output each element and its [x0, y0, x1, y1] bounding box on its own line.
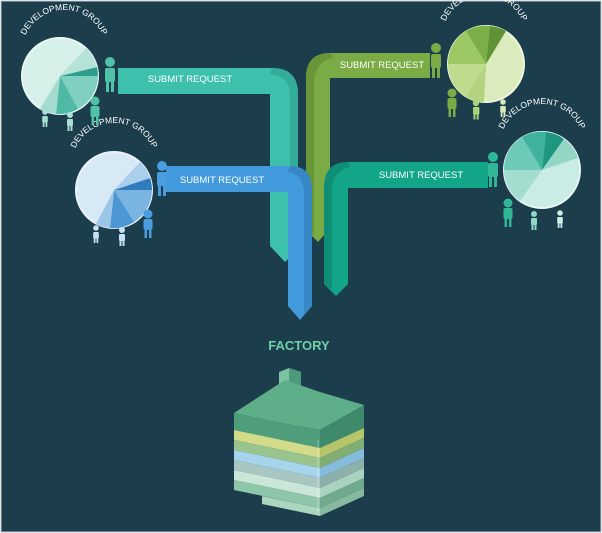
- person-icon: [447, 88, 457, 117]
- person-icon: [157, 161, 167, 196]
- person-icon: [143, 209, 153, 238]
- submit-request-label: SUBMIT REQUEST: [148, 74, 232, 85]
- flow-blue: SUBMIT REQUEST: [166, 166, 312, 320]
- person-icon: [119, 227, 125, 246]
- person-icon: [90, 96, 100, 125]
- person-icon: [531, 211, 537, 230]
- factory-building: [234, 368, 364, 516]
- person-icon: [503, 198, 513, 227]
- person-icon: [557, 210, 563, 228]
- person-icons: [42, 43, 563, 246]
- person-icon: [42, 109, 48, 127]
- flow-emerald: SUBMIT REQUEST: [324, 162, 488, 296]
- person-icon: [472, 99, 480, 120]
- factory-title: FACTORY: [268, 338, 330, 353]
- person-icon: [488, 152, 498, 187]
- person-icon: [431, 43, 441, 78]
- flow-green: SUBMIT REQUEST: [306, 53, 430, 242]
- person-icon: [500, 99, 506, 117]
- person-icon: [93, 225, 99, 243]
- submit-request-label: SUBMIT REQUEST: [180, 175, 264, 186]
- person-icon: [67, 112, 73, 131]
- submit-request-label: SUBMIT REQUEST: [379, 170, 463, 181]
- submit-request-label: SUBMIT REQUEST: [340, 60, 424, 71]
- floor-stack: [234, 428, 364, 516]
- person-icon: [105, 57, 115, 92]
- request-flows: SUBMIT REQUEST SUBMIT REQUEST SUBMIT REQ…: [118, 53, 488, 320]
